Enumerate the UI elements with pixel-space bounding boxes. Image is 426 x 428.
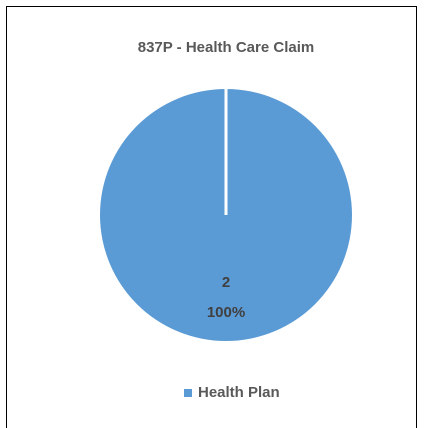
percent-label: 100% bbox=[207, 304, 245, 321]
legend-swatch bbox=[184, 389, 192, 397]
chart-border bbox=[6, 6, 417, 428]
data-label: 2 bbox=[222, 274, 230, 291]
chart-title: 837P - Health Care Claim bbox=[138, 39, 314, 56]
legend-label: Health Plan bbox=[198, 384, 280, 401]
